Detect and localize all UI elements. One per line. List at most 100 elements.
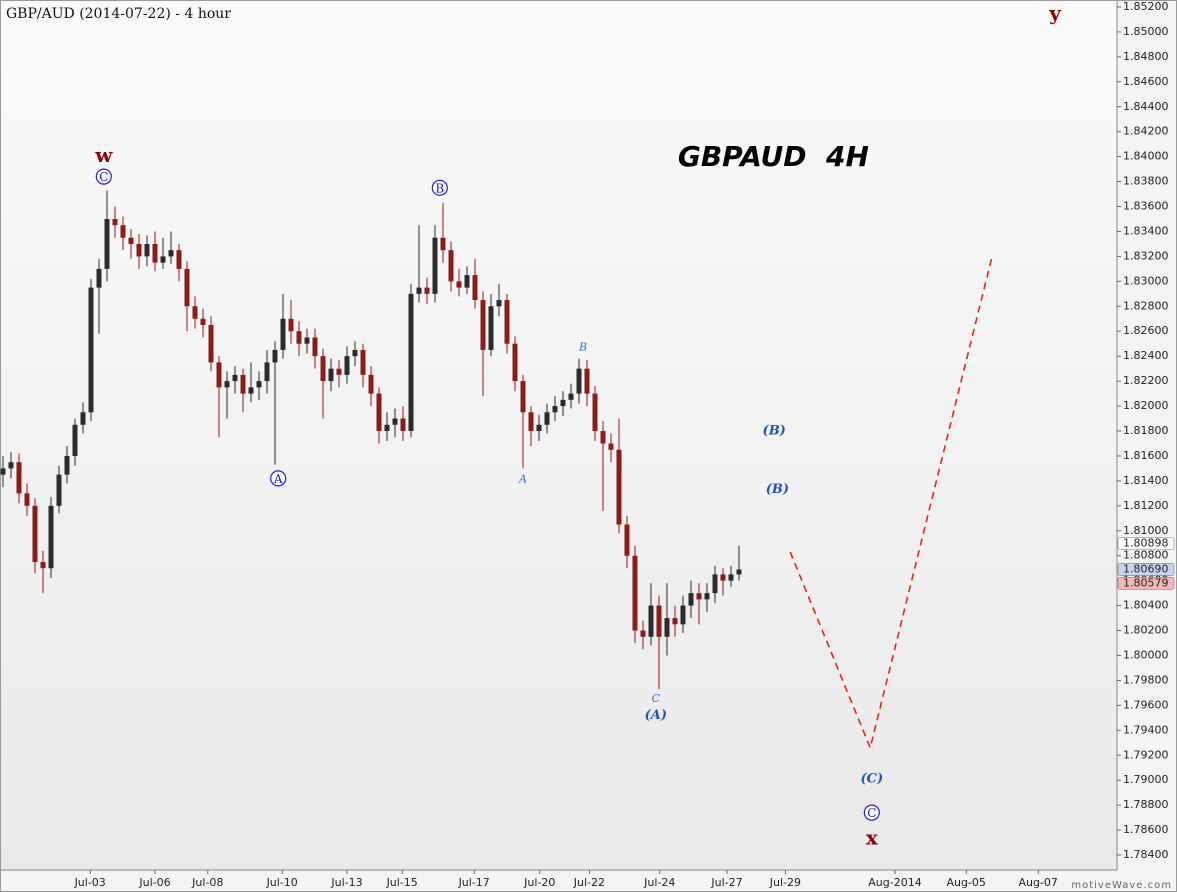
candle-body <box>552 406 558 413</box>
candle-body <box>544 412 550 425</box>
candle-body <box>464 275 470 288</box>
y-tick-label: 1.82800 <box>1123 299 1169 312</box>
candle-body <box>392 418 398 425</box>
y-tick-label: 1.83000 <box>1123 274 1169 287</box>
wave-label: x <box>866 825 879 849</box>
candle-body <box>664 618 670 637</box>
candle-body <box>616 449 622 525</box>
y-tick-label: 1.79400 <box>1123 723 1169 736</box>
y-tick-label: 1.84400 <box>1123 100 1169 113</box>
plot-background <box>0 0 1117 870</box>
candle-body <box>448 250 454 282</box>
candle-body <box>688 593 694 606</box>
candle-body <box>120 225 126 238</box>
candle-body <box>336 368 342 375</box>
candle-body <box>248 387 254 394</box>
x-tick-label: Jul-10 <box>266 876 298 889</box>
x-tick-label: Jul-03 <box>74 876 106 889</box>
y-axis-panel <box>1117 0 1177 892</box>
candle-body <box>624 524 630 556</box>
x-tick-label: Aug-05 <box>946 876 985 889</box>
candle-body <box>640 630 646 637</box>
candle-body <box>440 237 446 251</box>
candle-body <box>504 300 510 344</box>
candle-body <box>384 424 390 432</box>
price-marker-label: 1.80579 <box>1123 576 1169 589</box>
y-tick-label: 1.83200 <box>1123 249 1169 262</box>
candle-body <box>528 412 534 432</box>
x-tick-label: Jul-06 <box>138 876 170 889</box>
y-tick-label: 1.82200 <box>1123 374 1169 387</box>
wave-label: (A) <box>645 708 667 723</box>
candle-body <box>176 250 182 269</box>
y-tick-label: 1.83400 <box>1123 224 1169 237</box>
candle-body <box>136 243 142 257</box>
candle-body <box>560 399 566 407</box>
candle-body <box>64 455 70 475</box>
candle-body <box>496 300 502 307</box>
candle-body <box>240 374 246 394</box>
candle-body <box>128 237 134 244</box>
wave-label: (C) <box>860 771 883 786</box>
y-tick-label: 1.81600 <box>1123 449 1169 462</box>
candle-body <box>304 337 310 344</box>
x-axis-panel <box>0 870 1117 892</box>
candles <box>0 190 742 690</box>
candle-body <box>352 349 358 357</box>
candle-body <box>480 300 486 350</box>
y-tick-label: 1.79000 <box>1123 773 1169 786</box>
x-tick-label: Jul-22 <box>573 876 605 889</box>
candle-body <box>8 462 14 469</box>
candle-body <box>736 569 742 575</box>
wave-label: C <box>652 692 661 705</box>
candle-body <box>472 275 478 301</box>
candle-body <box>584 368 590 394</box>
candle-body <box>512 343 518 382</box>
candle-body <box>456 281 462 288</box>
candle-body <box>200 318 206 326</box>
x-tick-label: Jul-29 <box>769 876 801 889</box>
wave-label: y <box>1048 1 1062 25</box>
candle-body <box>312 337 318 357</box>
candle-body <box>184 268 190 307</box>
candle-body <box>376 393 382 432</box>
y-tick-label: 1.81800 <box>1123 424 1169 437</box>
wave-label: w <box>94 143 113 167</box>
y-tick-label: 1.78400 <box>1123 848 1169 861</box>
candle-body <box>40 561 46 569</box>
y-tick-label: 1.79600 <box>1123 698 1169 711</box>
candle-body <box>648 605 654 637</box>
candle-body <box>600 431 606 444</box>
x-tick-label: Aug-07 <box>1018 876 1057 889</box>
wave-label: (B) <box>763 424 786 439</box>
candle-body <box>168 250 174 257</box>
price-marker <box>1117 537 1175 550</box>
candle-body <box>568 393 574 400</box>
y-tick-label: 1.82000 <box>1123 399 1169 412</box>
candle-body <box>56 474 62 506</box>
x-tick-label: Jul-17 <box>458 876 490 889</box>
wave-label: (B) <box>766 482 789 497</box>
candle-body <box>320 356 326 382</box>
y-tick-label: 1.79800 <box>1123 673 1169 686</box>
wave-circle <box>431 179 448 196</box>
chart-title: GBP/AUD (2014-07-22) - 4 hour <box>6 6 231 22</box>
candle-body <box>72 424 78 456</box>
x-tick-label: Jul-08 <box>191 876 223 889</box>
y-tick-label: 1.81000 <box>1123 524 1169 537</box>
wave-circle <box>270 470 287 487</box>
candle-body <box>232 374 238 382</box>
y-tick-label: 1.82600 <box>1123 324 1169 337</box>
candle-body <box>344 356 350 375</box>
candle-body <box>728 574 734 581</box>
candle-body <box>656 605 662 637</box>
candle-body <box>400 418 406 432</box>
chart-heading: GBPAUD 4H <box>678 140 869 173</box>
candle-body <box>208 325 214 363</box>
y-tick-label: 1.84800 <box>1123 50 1169 63</box>
watermark: motiveWave.com <box>1071 880 1172 891</box>
price-marker <box>1117 563 1175 576</box>
candle-body <box>16 462 22 494</box>
candle-body <box>256 381 262 388</box>
